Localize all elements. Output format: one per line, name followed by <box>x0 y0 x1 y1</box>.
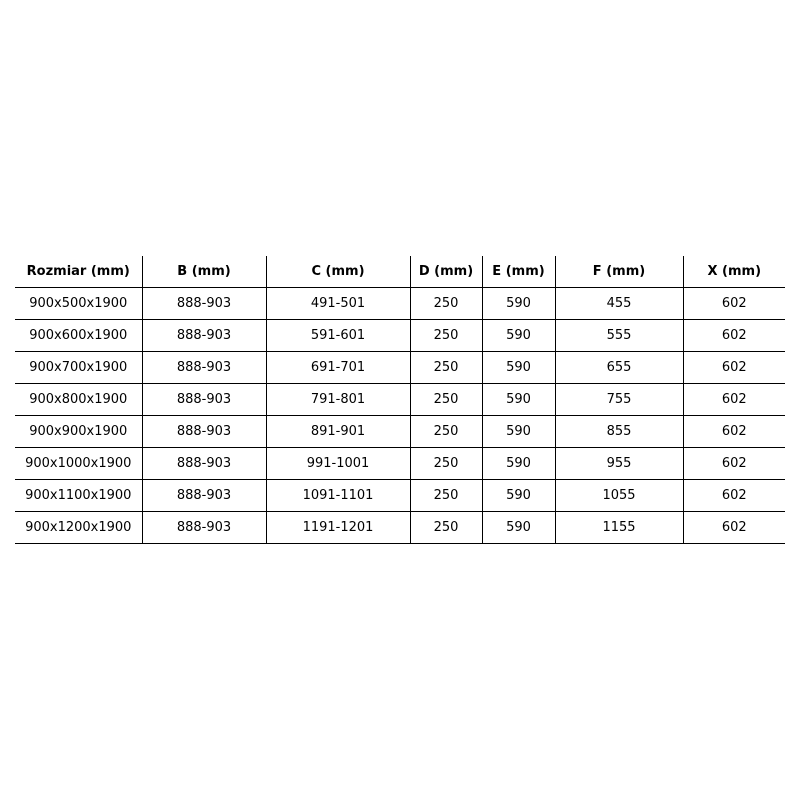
table-cell: 250 <box>409 479 482 512</box>
table-row: 900x900x1900 888-903 891-901 250 590 855 602 <box>15 415 785 448</box>
table-cell: 590 <box>481 479 555 512</box>
table-cell: 900x1200x1900 <box>15 511 142 544</box>
table-cell: 791-801 <box>265 383 410 416</box>
table-cell: 900x1000x1900 <box>15 447 142 480</box>
table-cell: 602 <box>682 383 785 416</box>
column-header: D (mm) <box>409 256 482 288</box>
table-cell: 250 <box>409 351 482 384</box>
column-header: Rozmiar (mm) <box>15 256 142 288</box>
table-cell: 590 <box>481 415 555 448</box>
table-cell: 900x500x1900 <box>15 287 142 320</box>
table-cell: 591-601 <box>265 319 410 352</box>
column-header: X (mm) <box>682 256 785 288</box>
column-header: C (mm) <box>265 256 410 288</box>
table-cell: 888-903 <box>141 287 266 320</box>
table-cell: 1091-1101 <box>265 479 410 512</box>
table-cell: 602 <box>682 319 785 352</box>
table-cell: 602 <box>682 287 785 320</box>
table-cell: 855 <box>554 415 683 448</box>
table-row: 900x700x1900 888-903 691-701 250 590 655 602 <box>15 351 785 384</box>
table-cell: 655 <box>554 351 683 384</box>
table-cell: 1155 <box>554 511 683 544</box>
table-cell: 250 <box>409 287 482 320</box>
table-cell: 888-903 <box>141 511 266 544</box>
table-row: 900x500x1900 888-903 491-501 250 590 455 602 <box>15 287 785 320</box>
table-row: 900x600x1900 888-903 591-601 250 590 555 602 <box>15 319 785 352</box>
table-cell: 900x800x1900 <box>15 383 142 416</box>
table-row: 900x1100x1900 888-903 1091-1101 250 590 1055 6… <box>15 479 785 512</box>
dimensions-table: Rozmiar (mm) B (mm) C (mm) D (mm) E (mm) F (m… <box>15 256 785 544</box>
table-cell: 1055 <box>554 479 683 512</box>
table-cell: 491-501 <box>265 287 410 320</box>
table-cell: 888-903 <box>141 319 266 352</box>
table-cell: 455 <box>554 287 683 320</box>
table-cell: 991-1001 <box>265 447 410 480</box>
table-cell: 602 <box>682 479 785 512</box>
table-cell: 888-903 <box>141 351 266 384</box>
table-cell: 891-901 <box>265 415 410 448</box>
column-header: E (mm) <box>481 256 555 288</box>
table-cell: 590 <box>481 319 555 352</box>
table-cell: 1191-1201 <box>265 511 410 544</box>
table-cell: 602 <box>682 351 785 384</box>
table-cell: 590 <box>481 383 555 416</box>
table-cell: 602 <box>682 447 785 480</box>
column-header: F (mm) <box>554 256 683 288</box>
table-cell: 691-701 <box>265 351 410 384</box>
table-cell: 555 <box>554 319 683 352</box>
table-cell: 900x1100x1900 <box>15 479 142 512</box>
table-row: 900x1000x1900 888-903 991-1001 250 590 955 602 <box>15 447 785 480</box>
column-header: B (mm) <box>141 256 266 288</box>
table-cell: 900x600x1900 <box>15 319 142 352</box>
table-cell: 955 <box>554 447 683 480</box>
table-row: 900x800x1900 888-903 791-801 250 590 755 602 <box>15 383 785 416</box>
table-cell: 888-903 <box>141 447 266 480</box>
table-row: 900x1200x1900 888-903 1191-1201 250 590 1155 6… <box>15 511 785 544</box>
header-row: Rozmiar (mm) B (mm) C (mm) D (mm) E (mm) F (m… <box>15 256 785 288</box>
table-cell: 755 <box>554 383 683 416</box>
table-cell: 250 <box>409 511 482 544</box>
table-cell: 590 <box>481 511 555 544</box>
table-cell: 250 <box>409 383 482 416</box>
table-cell: 900x700x1900 <box>15 351 142 384</box>
table-cell: 590 <box>481 287 555 320</box>
table-cell: 900x900x1900 <box>15 415 142 448</box>
table-cell: 888-903 <box>141 479 266 512</box>
table-cell: 590 <box>481 351 555 384</box>
table-cell: 250 <box>409 319 482 352</box>
table-cell: 250 <box>409 415 482 448</box>
table-cell: 250 <box>409 447 482 480</box>
table-cell: 602 <box>682 415 785 448</box>
table-cell: 888-903 <box>141 415 266 448</box>
table-cell: 888-903 <box>141 383 266 416</box>
table-cell: 590 <box>481 447 555 480</box>
table-cell: 602 <box>682 511 785 544</box>
